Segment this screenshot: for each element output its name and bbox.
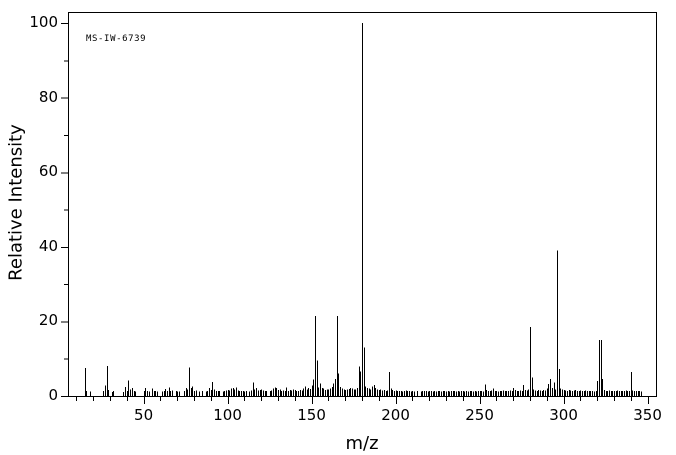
y-axis-ticks (61, 23, 68, 397)
x-axis-ticks (76, 396, 649, 404)
spectrum-peaks (85, 23, 642, 396)
